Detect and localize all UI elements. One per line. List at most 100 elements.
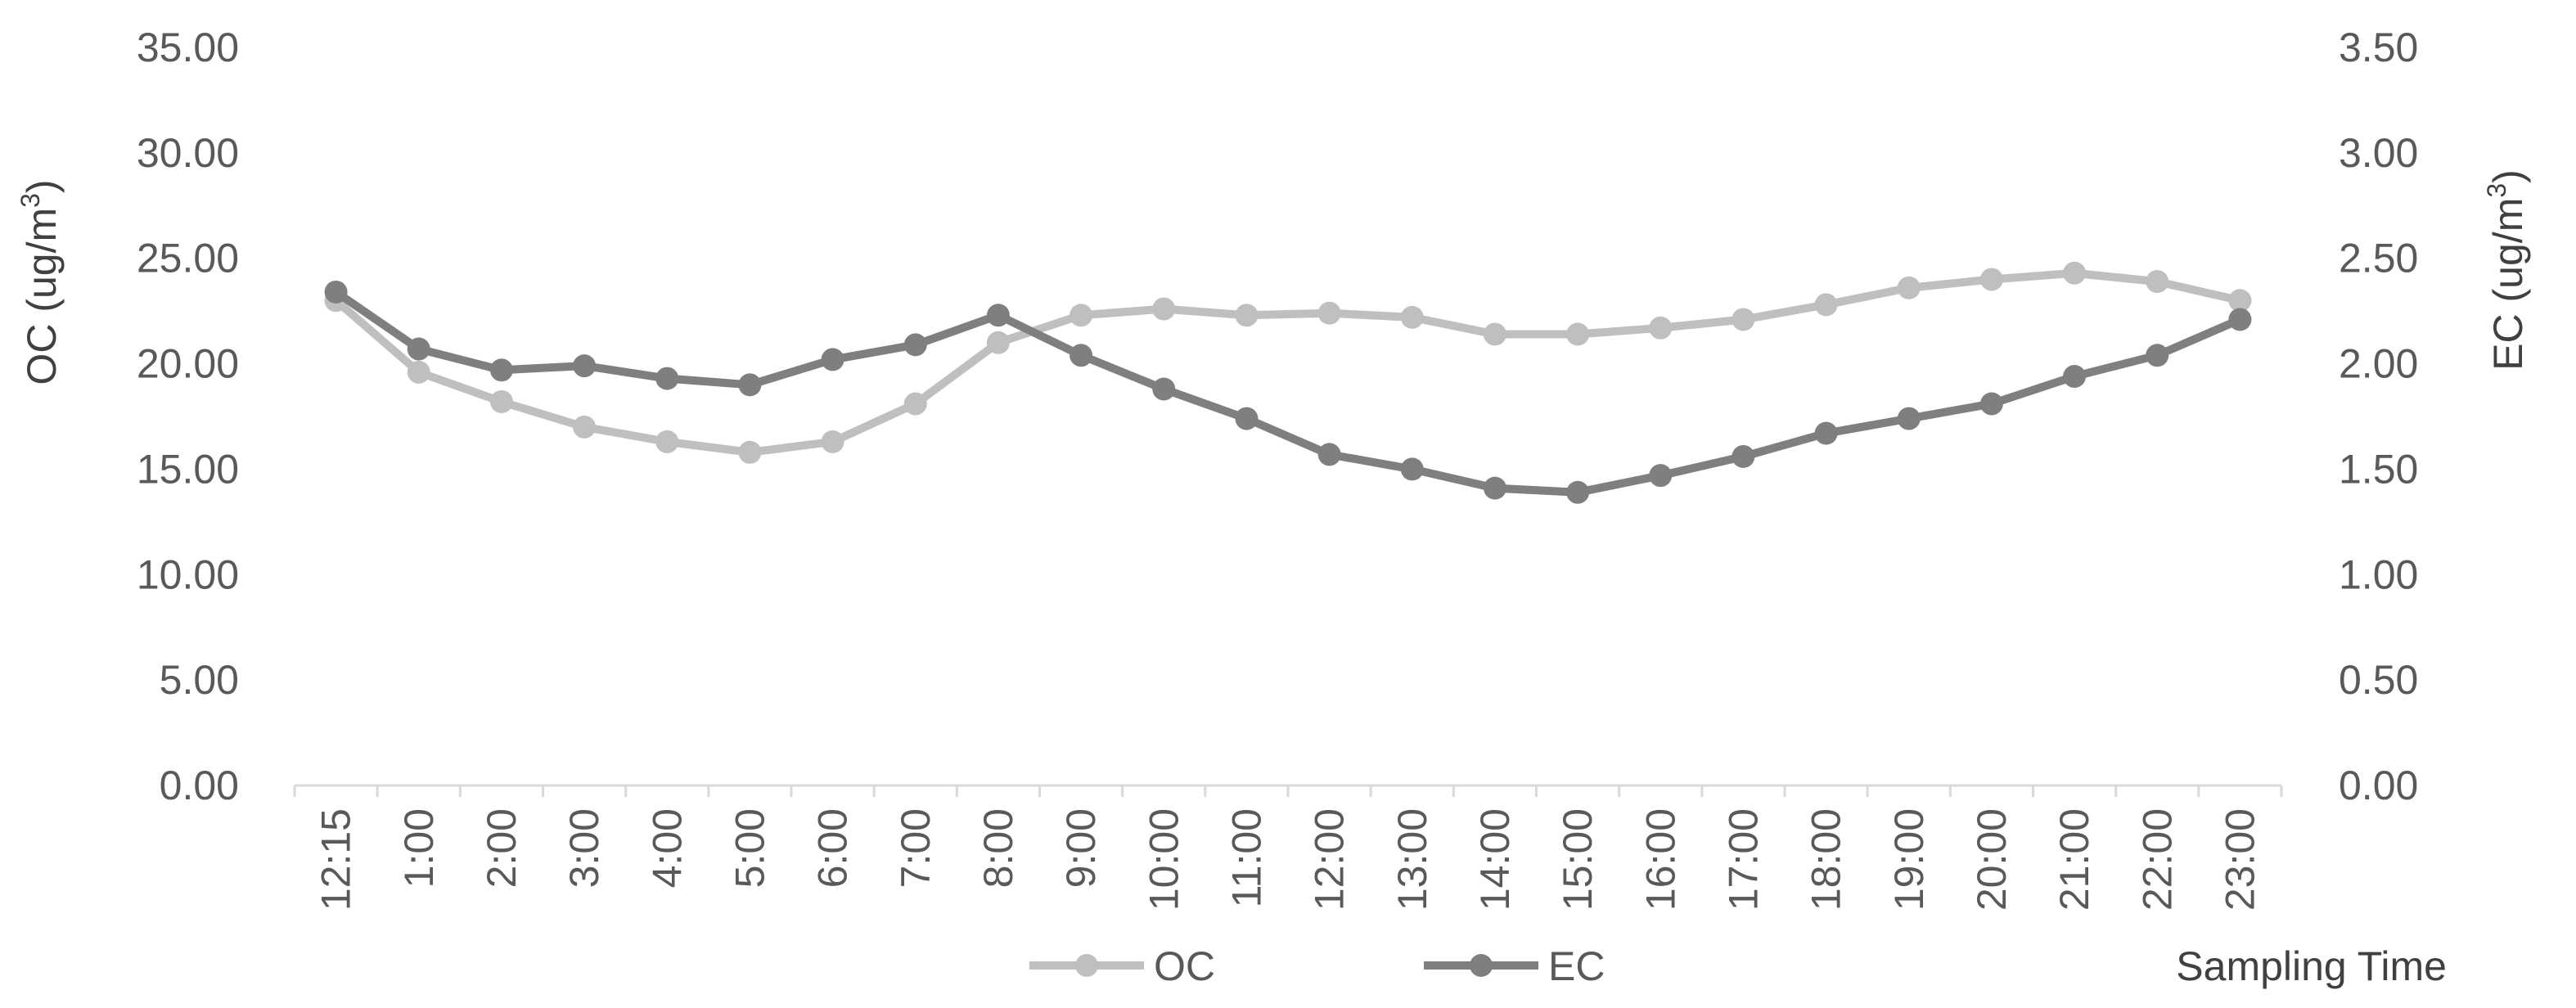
right-y-tick-label: 0.00 bbox=[2339, 763, 2418, 808]
x-tick-label: 23:00 bbox=[2217, 808, 2263, 911]
data-point-oc bbox=[1400, 305, 1424, 329]
x-tick-label: 13:00 bbox=[1389, 808, 1435, 911]
data-point-ec bbox=[1979, 392, 2003, 416]
x-tick-label: 3:00 bbox=[561, 808, 607, 888]
data-point-ec bbox=[1897, 407, 1921, 430]
data-point-ec bbox=[1649, 464, 1673, 488]
data-point-ec bbox=[1814, 421, 1838, 445]
data-point-ec bbox=[489, 358, 513, 382]
data-point-oc bbox=[2063, 261, 2087, 285]
x-tick-label: 9:00 bbox=[1058, 808, 1104, 888]
data-point-ec bbox=[655, 367, 679, 390]
right-y-tick-label: 3.50 bbox=[2339, 25, 2418, 70]
left-y-tick-label: 0.00 bbox=[160, 763, 239, 808]
data-point-oc bbox=[1235, 304, 1259, 327]
data-point-ec bbox=[821, 348, 844, 371]
data-point-oc bbox=[821, 430, 844, 453]
x-tick-label: 1:00 bbox=[396, 808, 442, 888]
right-y-tick-label: 1.50 bbox=[2339, 446, 2418, 492]
series-line-ec bbox=[331, 287, 2245, 497]
data-point-oc bbox=[1566, 322, 1590, 346]
data-point-ec bbox=[324, 280, 348, 304]
data-point-ec bbox=[2146, 344, 2169, 367]
data-point-ec bbox=[1400, 457, 1424, 481]
x-axis-title: Sampling Time bbox=[2176, 943, 2447, 989]
x-tick-label: 10:00 bbox=[1141, 808, 1187, 911]
data-point-oc bbox=[738, 440, 762, 464]
left-y-axis-ticks: 0.00 5.00 10.00 15.00 20.00 25.00 30.00 35.00 bbox=[137, 25, 239, 808]
data-point-ec bbox=[1235, 407, 1259, 430]
data-point-ec bbox=[1483, 476, 1506, 500]
x-tick-label: 8:00 bbox=[975, 808, 1021, 888]
x-tick-label: 16:00 bbox=[1637, 808, 1683, 911]
left-y-tick-label: 35.00 bbox=[137, 25, 239, 70]
data-point-oc bbox=[1814, 293, 1838, 317]
data-point-oc bbox=[986, 331, 1010, 354]
left-y-tick-label: 10.00 bbox=[137, 551, 239, 597]
right-y-tick-label: 2.50 bbox=[2339, 236, 2418, 281]
data-point-ec bbox=[903, 333, 927, 357]
right-y-tick-label: 1.00 bbox=[2339, 551, 2418, 597]
data-point-ec bbox=[2228, 308, 2252, 331]
data-point-ec bbox=[1152, 377, 1176, 401]
x-tick-label: 12:15 bbox=[313, 808, 359, 911]
data-point-oc bbox=[1070, 304, 1093, 327]
series-layer bbox=[324, 261, 2252, 504]
x-tick-label: 21:00 bbox=[2051, 808, 2097, 911]
legend-oc-marker bbox=[1075, 954, 1098, 977]
x-axis-ticks: 12:15 1:00 2:00 3:00 4:00 5:00 6:00 7:00 8:00 9:0… bbox=[293, 785, 2283, 911]
left-y-tick-label: 20.00 bbox=[137, 341, 239, 387]
x-tick-label: 20:00 bbox=[1969, 808, 2015, 911]
data-point-ec bbox=[1732, 444, 1755, 468]
data-point-oc bbox=[2228, 289, 2252, 313]
data-point-oc bbox=[1317, 301, 1341, 325]
data-point-ec bbox=[738, 373, 762, 397]
data-point-oc bbox=[573, 415, 597, 439]
legend: OC EC bbox=[1029, 943, 1605, 989]
right-y-tick-label: 0.50 bbox=[2339, 657, 2418, 703]
right-y-tick-label: 3.00 bbox=[2339, 130, 2418, 176]
x-tick-label: 17:00 bbox=[1720, 808, 1766, 911]
left-y-tick-label: 15.00 bbox=[137, 446, 239, 492]
data-point-oc bbox=[2146, 270, 2169, 294]
data-point-ec bbox=[573, 354, 597, 378]
data-point-ec bbox=[2063, 365, 2087, 389]
data-point-ec bbox=[1070, 344, 1093, 367]
data-point-oc bbox=[1483, 322, 1506, 346]
x-tick-label: 11:00 bbox=[1223, 808, 1269, 907]
data-point-oc bbox=[1979, 268, 2003, 291]
x-tick-label: 14:00 bbox=[1472, 808, 1518, 911]
x-tick-label: 6:00 bbox=[810, 808, 856, 888]
x-tick-label: 12:00 bbox=[1307, 808, 1353, 911]
x-tick-label: 15:00 bbox=[1555, 808, 1601, 911]
legend-ec-label: EC bbox=[1548, 943, 1605, 989]
data-point-oc bbox=[1649, 316, 1673, 340]
data-point-ec bbox=[407, 337, 430, 361]
legend-ec-marker bbox=[1470, 954, 1493, 977]
data-point-ec bbox=[986, 304, 1010, 327]
data-point-oc bbox=[655, 430, 679, 453]
x-tick-label: 5:00 bbox=[727, 808, 772, 888]
left-y-tick-label: 30.00 bbox=[137, 130, 239, 176]
x-tick-label: 4:00 bbox=[644, 808, 690, 888]
data-point-ec bbox=[1566, 480, 1590, 504]
data-point-oc bbox=[903, 392, 927, 416]
x-tick-label: 7:00 bbox=[893, 808, 939, 888]
x-tick-label: 2:00 bbox=[479, 808, 525, 888]
data-point-oc bbox=[1897, 276, 1921, 299]
x-tick-label: 22:00 bbox=[2134, 808, 2180, 911]
data-point-oc bbox=[489, 389, 513, 413]
right-axis-title: EC (ug/m3) bbox=[2482, 169, 2531, 371]
right-y-tick-label: 2.00 bbox=[2339, 341, 2418, 387]
right-y-axis-ticks: 0.00 0.50 1.00 1.50 2.00 2.50 3.00 3.50 bbox=[2339, 25, 2418, 808]
left-y-tick-label: 5.00 bbox=[160, 657, 239, 703]
data-point-oc bbox=[407, 360, 430, 384]
data-point-oc bbox=[1152, 297, 1176, 321]
left-axis-title: OC (ug/m3) bbox=[16, 179, 65, 385]
left-y-tick-label: 25.00 bbox=[137, 236, 239, 281]
data-point-oc bbox=[1732, 308, 1755, 331]
x-tick-label: 18:00 bbox=[1804, 808, 1849, 911]
x-tick-label: 19:00 bbox=[1886, 808, 1932, 911]
legend-oc-label: OC bbox=[1154, 943, 1215, 989]
